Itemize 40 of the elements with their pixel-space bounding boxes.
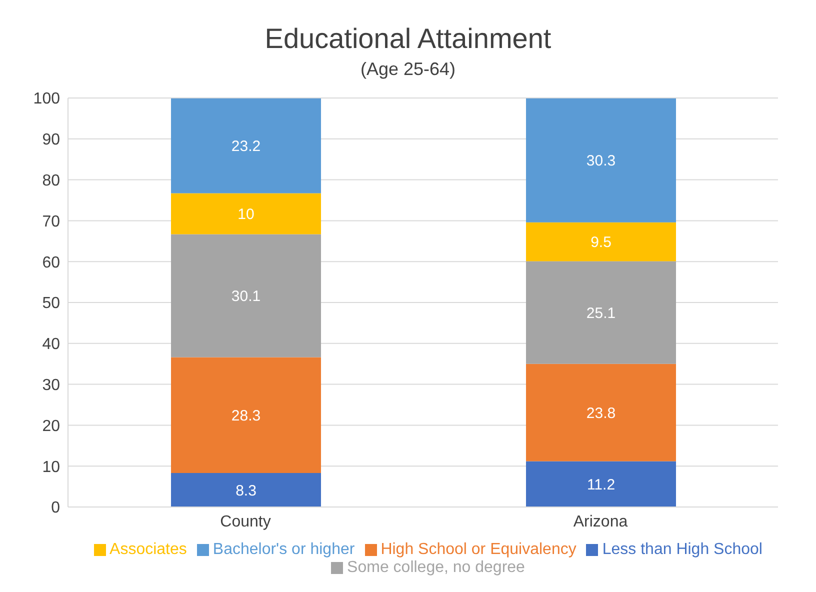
- y-tick-label: 70: [42, 213, 60, 230]
- y-tick-label: 100: [33, 90, 60, 108]
- y-tick-label: 0: [51, 500, 60, 517]
- bar: [171, 357, 321, 474]
- bar: [171, 98, 321, 194]
- legend-label: Less than High School: [602, 541, 762, 558]
- data-label: 30.1: [231, 288, 261, 306]
- bar: [526, 461, 676, 507]
- y-tick-label: 80: [42, 172, 60, 190]
- bar: [526, 364, 676, 462]
- data-label: 11.2: [586, 476, 616, 494]
- legend-label: High School or Equivalency: [380, 541, 576, 558]
- data-label: 30.3: [586, 152, 616, 170]
- legend-label: Bachelor's or higher: [212, 541, 355, 558]
- y-tick-label: 60: [42, 254, 60, 272]
- x-tick-label: County: [220, 513, 271, 530]
- y-tick-label: 50: [42, 295, 60, 312]
- chart-title: Educational Attainment: [264, 22, 552, 56]
- data-label: 25.1: [586, 304, 616, 322]
- data-label: 8.3: [236, 482, 256, 500]
- bar: [171, 473, 321, 507]
- y-tick-label: 10: [42, 458, 60, 476]
- legend-label: Associates: [110, 541, 187, 558]
- y-tick-label: 30: [42, 376, 60, 394]
- bar: [526, 98, 676, 222]
- x-tick-label: Arizona: [573, 513, 628, 530]
- chart-subtitle: (Age 25-64): [359, 58, 457, 81]
- data-label: 23.2: [231, 138, 261, 156]
- y-tick-label: 40: [42, 336, 60, 354]
- data-label: 10: [238, 206, 254, 224]
- legend-label: Some college, no degree: [347, 559, 525, 576]
- data-label: 28.3: [231, 408, 261, 425]
- data-label: 23.8: [586, 404, 616, 422]
- bar: [171, 193, 321, 234]
- y-tick-label: 90: [42, 132, 60, 149]
- data-label: 9.5: [590, 234, 612, 252]
- y-tick-label: 20: [42, 418, 60, 435]
- bar: [526, 222, 676, 262]
- bar: [526, 261, 676, 364]
- bar: [171, 234, 321, 358]
